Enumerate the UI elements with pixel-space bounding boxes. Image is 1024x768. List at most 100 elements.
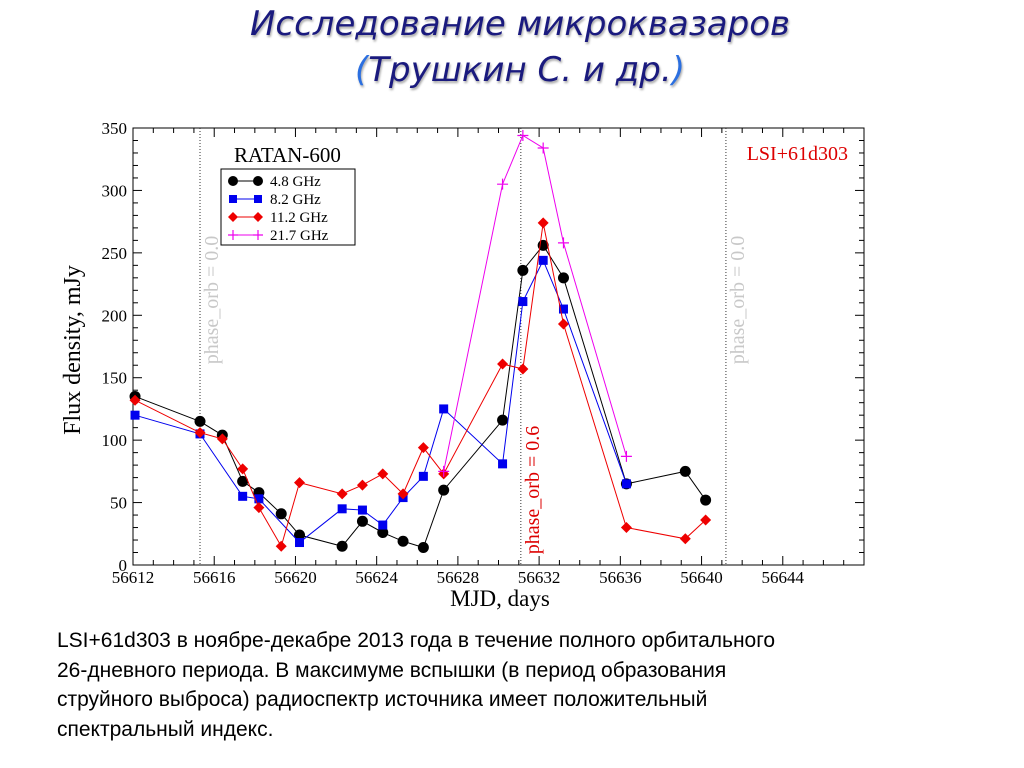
subtitle-close-paren: ) (671, 50, 685, 90)
phase-line-label: phase_orb = 0.0 (201, 236, 223, 364)
y-tick-label: 200 (102, 306, 128, 325)
x-axis-label: MJD, days (450, 586, 550, 611)
series-layer (129, 129, 712, 554)
data-point (497, 358, 509, 370)
data-point (557, 237, 569, 249)
data-point (417, 542, 429, 554)
data-point (294, 477, 306, 489)
caption-line: спектральный индекс. (57, 717, 274, 741)
caption-line: 26-дневного периода. В максимуме вспышки… (57, 658, 727, 682)
x-tick-label: 56636 (599, 568, 642, 587)
data-point (497, 178, 509, 190)
subtitle-open-paren: ( (355, 50, 369, 90)
x-tick-label: 56644 (762, 568, 805, 587)
slide-caption: LSI+61d303 в ноябре-декабре 2013 года в … (57, 626, 977, 744)
caption-line: LSI+61d303 в ноябре-декабре 2013 года в … (57, 629, 776, 652)
data-point (229, 195, 237, 203)
y-tick-label: 250 (102, 244, 128, 263)
data-point (679, 465, 691, 477)
data-point (237, 463, 249, 475)
legend-box (220, 168, 356, 246)
x-tick-label: 56620 (274, 568, 317, 587)
data-point (497, 414, 509, 426)
y-tick-label: 50 (110, 494, 127, 513)
data-point (253, 502, 265, 514)
flux-density-chart: phase_orb = 0.0 phase_orb = 0.6 phase_orb … (60, 119, 865, 611)
x-tick-label: 56632 (518, 568, 561, 587)
series-line (443, 134, 627, 472)
data-point (518, 297, 528, 307)
data-point (438, 465, 450, 477)
series-line (134, 222, 706, 548)
axes: 56612 56616 56620 56624 56628 56632 56636 56640… (102, 119, 865, 587)
data-point (253, 176, 263, 186)
data-point (377, 527, 389, 539)
data-point (538, 255, 548, 265)
data-point (377, 468, 389, 480)
data-point (295, 538, 305, 548)
series-3 (438, 129, 632, 477)
x-tick-label: 56616 (193, 568, 236, 587)
legend-label: 8.2 GHz (270, 192, 321, 208)
data-point (275, 508, 287, 520)
data-point (700, 514, 712, 526)
legend-label: 21.7 GHz (270, 228, 329, 244)
data-point (438, 484, 450, 496)
slide-title: Исследование микроквазаров (249, 4, 791, 44)
data-point (238, 491, 248, 501)
data-point (216, 433, 228, 445)
data-point (620, 450, 632, 462)
data-point (228, 212, 238, 222)
data-point (679, 533, 691, 545)
data-point (253, 230, 263, 240)
y-tick-label: 100 (102, 431, 128, 450)
legend: 4.8 GHz 8.2 GHz 11.2 GHz 21.7 GHz (220, 168, 356, 246)
data-point (337, 504, 347, 514)
data-point (129, 394, 141, 406)
data-point (557, 272, 569, 284)
legend-label: 4.8 GHz (270, 174, 321, 190)
data-point (378, 520, 388, 530)
x-tick-label: 56628 (437, 568, 480, 587)
data-point (194, 427, 206, 439)
data-point (397, 535, 409, 547)
data-point (275, 540, 287, 552)
y-tick-label: 150 (102, 369, 128, 388)
data-point (336, 540, 348, 552)
data-point (537, 142, 549, 154)
data-point (294, 529, 306, 541)
phase-lines: phase_orb = 0.0 phase_orb = 0.6 phase_orb … (199, 128, 749, 565)
data-point (517, 129, 529, 141)
data-point (557, 318, 569, 330)
instrument-label: RATAN-600 (234, 143, 341, 167)
phase-line-label: phase_orb = 0.6 (522, 426, 544, 554)
data-point (558, 304, 568, 314)
data-point (228, 230, 238, 240)
data-point (356, 479, 368, 491)
y-tick-label: 350 (102, 119, 128, 138)
x-tick-label: 56640 (680, 568, 723, 587)
data-point (621, 479, 631, 489)
y-tick-label: 300 (102, 181, 128, 200)
data-point (417, 442, 429, 454)
x-tick-label: 56612 (112, 568, 155, 587)
data-point (336, 488, 348, 500)
data-point (356, 515, 368, 527)
data-point (700, 494, 712, 506)
series-line (134, 259, 627, 544)
data-point (537, 217, 549, 229)
data-point (357, 505, 367, 515)
data-point (194, 415, 206, 427)
data-point (254, 195, 262, 203)
data-point (620, 522, 632, 534)
phase-line-label: phase_orb = 0.0 (727, 236, 749, 364)
data-point (397, 488, 409, 500)
data-point (439, 404, 449, 414)
data-point (418, 471, 428, 481)
data-point (130, 410, 140, 420)
y-axis-label: Flux density, mJy (60, 265, 86, 435)
source-label: LSI+61d303 (747, 143, 848, 165)
data-point (517, 264, 529, 276)
legend-label: 11.2 GHz (270, 210, 328, 226)
slide-subtitle: (Трушкин С. и др.) (0, 50, 1024, 90)
